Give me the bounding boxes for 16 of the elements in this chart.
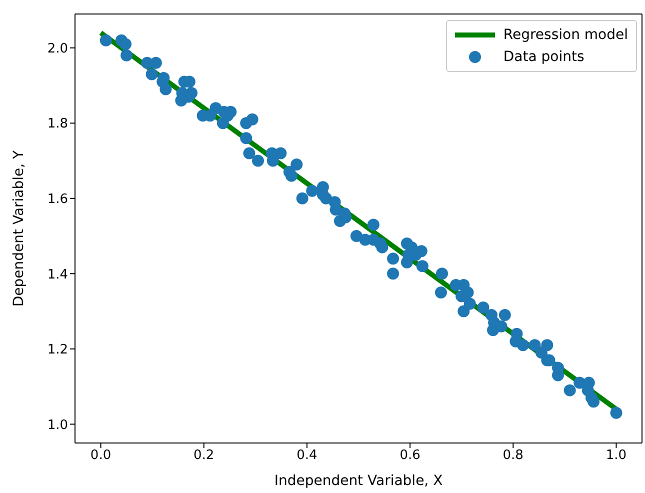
y-axis-title: Dependent Variable, Y (10, 150, 27, 307)
x-tick-label: 0.0 (90, 448, 112, 464)
x-tick-label: 1.0 (606, 448, 627, 464)
y-tick-label: 1.0 (47, 418, 68, 433)
x-tick-label: 0.8 (502, 448, 524, 464)
x-tick-label: 0.4 (296, 448, 318, 464)
x-tick-label: 0.6 (400, 448, 420, 464)
x-tick-label: 0.2 (194, 448, 214, 464)
y-tick-label: 1.2 (47, 342, 68, 358)
y-tick-label: 1.8 (47, 116, 68, 132)
y-tick-label: 1.6 (47, 192, 68, 208)
legend-label: Regression model (503, 27, 628, 43)
x-axis-title: Independent Variable, X (274, 473, 444, 489)
y-tick-label: 1.4 (47, 267, 68, 282)
legend-label: Data points (503, 49, 584, 65)
y-tick-label: 2.0 (47, 41, 68, 56)
